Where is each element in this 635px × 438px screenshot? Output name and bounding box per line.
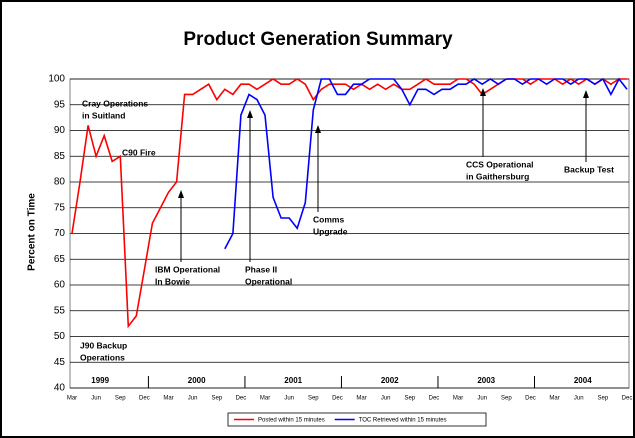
y-tick-label: 60 [54, 280, 66, 291]
annotation: In Bowie [155, 276, 190, 286]
year-label: 2003 [477, 376, 495, 385]
x-tick-label: Sep [404, 396, 415, 402]
annotation: Operations [80, 352, 125, 362]
y-tick-label: 75 [54, 202, 66, 213]
x-tick-label: Jun [91, 396, 101, 402]
annotation: Comms [313, 214, 344, 224]
arrow-head [247, 110, 253, 118]
y-tick-label: 80 [54, 177, 66, 188]
y-tick-label: 95 [54, 99, 66, 110]
y-tick-label: 50 [54, 331, 66, 342]
y-tick-label: 55 [54, 305, 66, 316]
legend-label: TOC Retrieved within 15 minutes [359, 418, 447, 424]
legend [227, 412, 487, 427]
x-tick-label: Jun [381, 396, 391, 402]
x-tick-label: Dec [332, 396, 343, 402]
y-tick-label: 40 [54, 383, 66, 394]
x-tick-label: Dec [622, 396, 633, 402]
x-tick-label: Jun [574, 396, 584, 402]
arrow-head [480, 88, 486, 96]
x-tick-label: Sep [501, 396, 512, 402]
x-tick-label: Sep [598, 396, 609, 402]
arrow-head [178, 190, 184, 198]
annotation: Backup Test [564, 164, 614, 174]
annotation: in Suitland [82, 110, 125, 120]
x-tick-label: Sep [308, 396, 319, 402]
x-tick-label: Jun [477, 396, 487, 402]
year-label: 2001 [284, 376, 302, 385]
annotation: Phase II [245, 264, 277, 274]
x-tick-label: Mar [260, 396, 270, 402]
annotation: CCS Operational [466, 159, 534, 169]
line-series [224, 77, 628, 250]
annotation: Cray Operations [82, 98, 148, 108]
x-tick-label: Dec [525, 396, 536, 402]
y-tick-label: 100 [48, 74, 65, 85]
y-tick-label: 70 [54, 228, 66, 239]
x-tick-label: Mar [453, 396, 463, 402]
year-label: 2000 [188, 376, 206, 385]
legend-label: Posted within 15 minutes [258, 418, 325, 424]
x-tick-label: Dec [139, 396, 150, 402]
annotation: C90 Fire [122, 147, 156, 157]
x-tick-label: Mar [549, 396, 559, 402]
arrow-head [583, 90, 589, 98]
y-tick-label: 65 [54, 254, 66, 265]
y-tick-label: 90 [54, 125, 66, 136]
annotation: Operational [245, 276, 292, 286]
annotation: IBM Operational [155, 264, 220, 274]
x-tick-label: Sep [211, 396, 222, 402]
x-tick-label: Mar [67, 396, 77, 402]
year-label: 2004 [574, 376, 592, 385]
y-tick-label: 45 [54, 357, 66, 368]
y-axis-label: Percent on Time [27, 193, 38, 271]
x-tick-label: Dec [236, 396, 247, 402]
annotation: J90 Backup [80, 340, 127, 350]
y-tick-label: 85 [54, 151, 66, 162]
annotation: Upgrade [313, 226, 348, 236]
x-tick-label: Mar [163, 396, 173, 402]
year-label: 2002 [381, 376, 399, 385]
chart-title: Product Generation Summary [183, 29, 453, 50]
x-tick-label: Jun [188, 396, 198, 402]
x-tick-label: Jun [284, 396, 294, 402]
line-series [71, 78, 627, 329]
annotation: in Gaithersburg [466, 171, 529, 181]
x-tick-label: Sep [115, 396, 126, 402]
x-tick-label: Dec [429, 396, 440, 402]
arrow-head [315, 125, 321, 133]
year-label: 1999 [91, 376, 109, 385]
x-tick-label: Mar [356, 396, 366, 402]
